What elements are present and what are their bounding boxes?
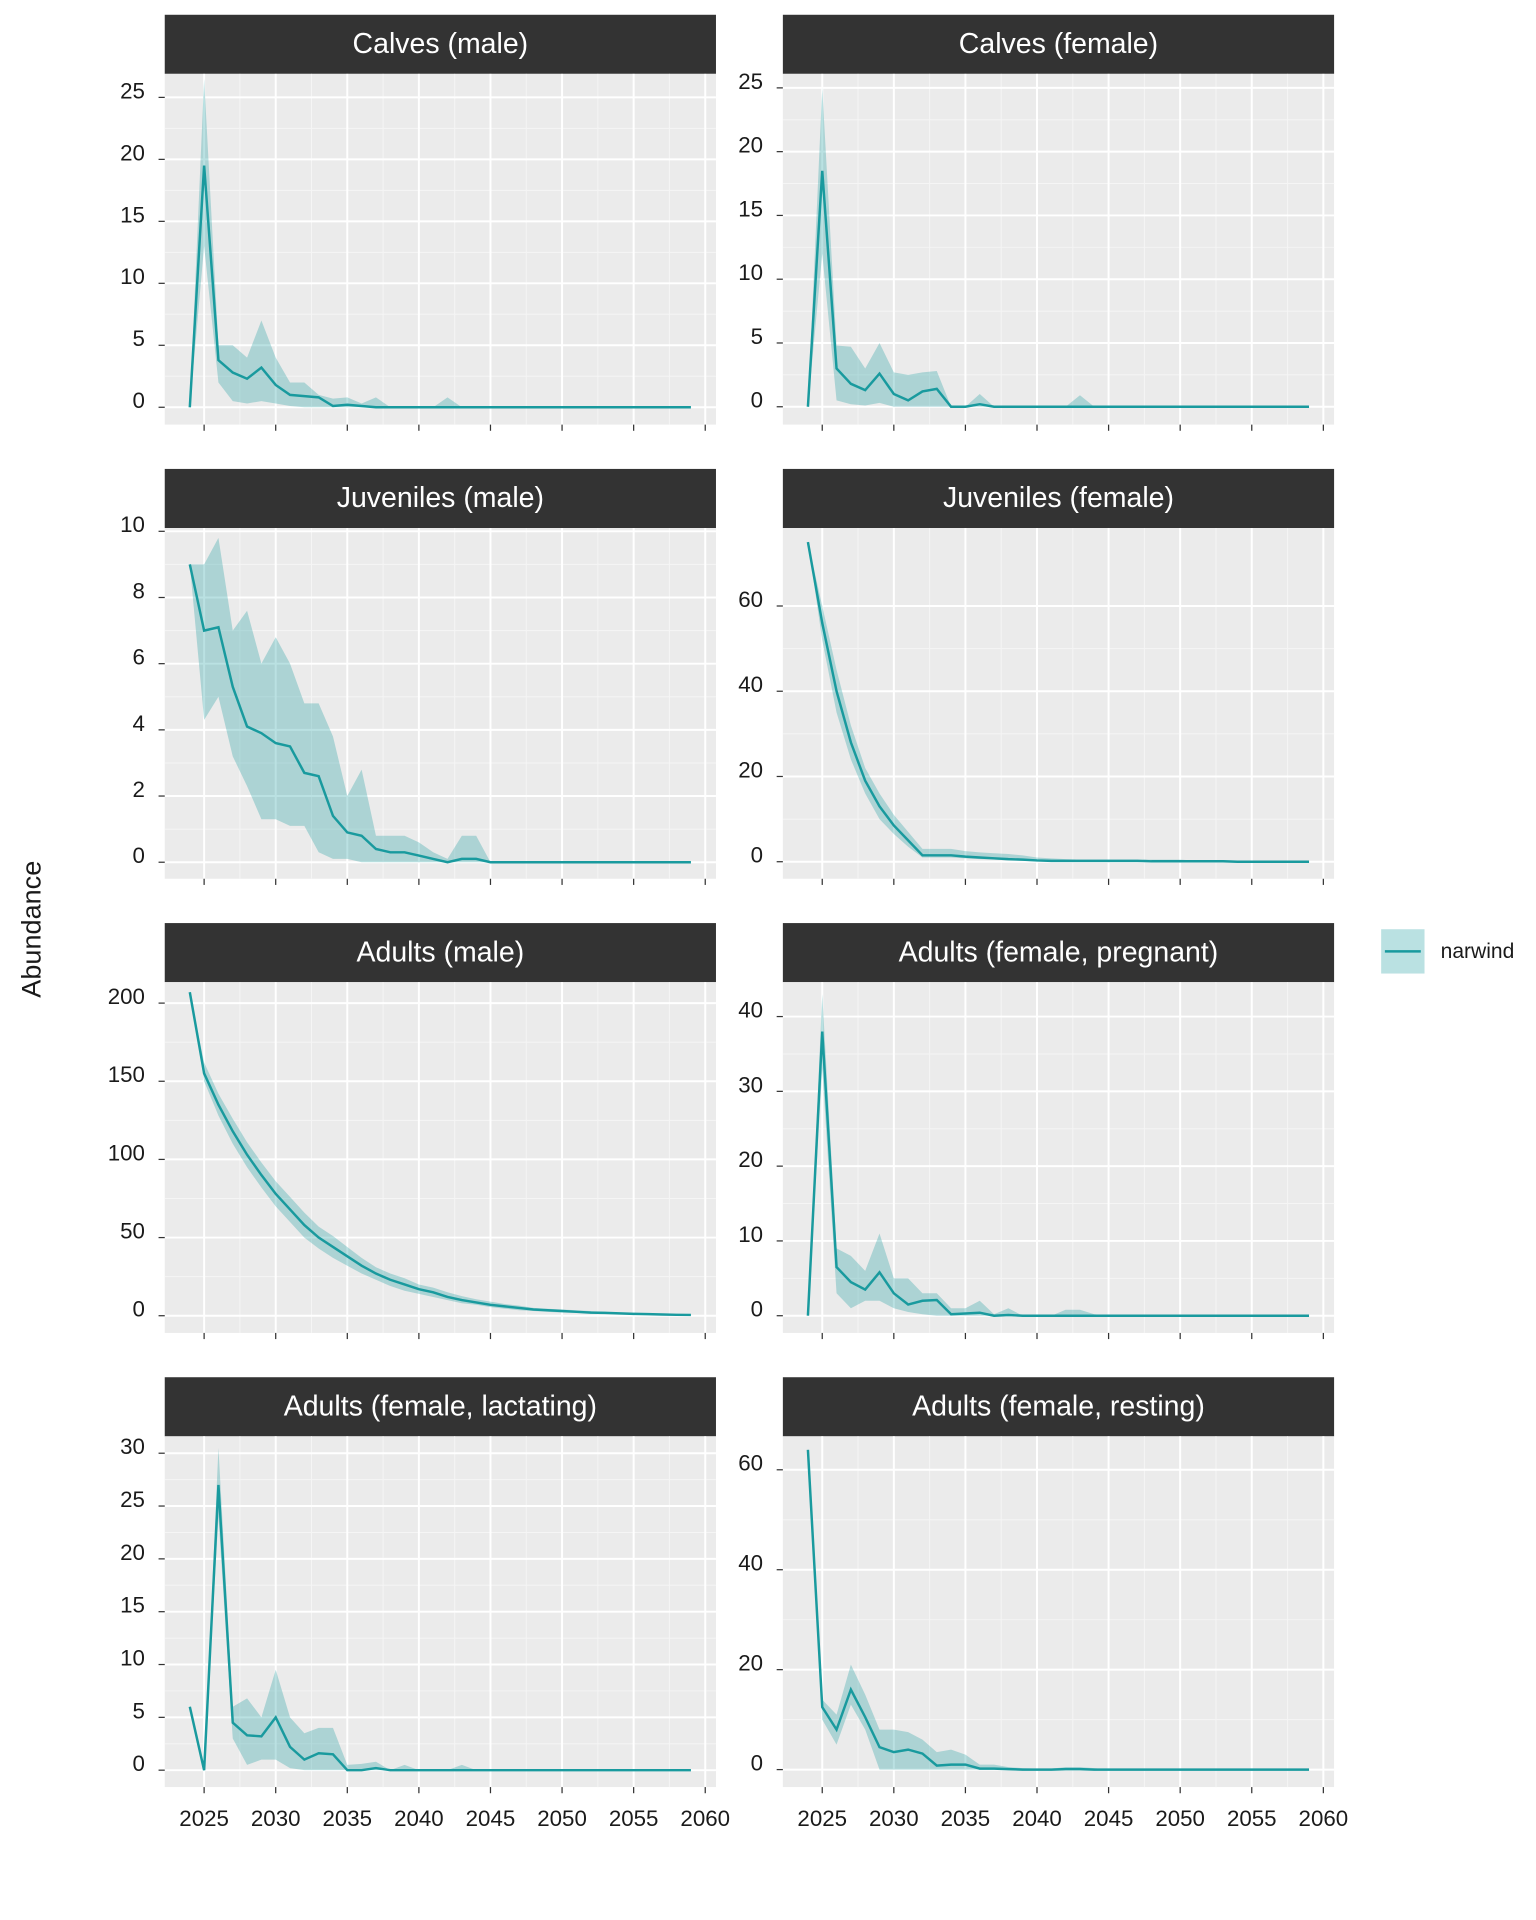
panel-background	[782, 1436, 1335, 1788]
panel-title: Adults (male)	[357, 936, 525, 968]
y-tick-label: 40	[738, 998, 763, 1023]
x-tick-label: 2040	[394, 1806, 444, 1831]
x-tick-label: 2030	[869, 1806, 919, 1831]
x-tick-label: 2045	[466, 1806, 516, 1831]
y-tick-label: 20	[738, 1651, 763, 1676]
ribbon	[807, 87, 1310, 407]
x-tick-label: 2060	[1299, 1806, 1349, 1831]
y-tick-label: 40	[738, 1551, 763, 1576]
x-tick-label: 2050	[1155, 1806, 1205, 1831]
panel-background	[782, 73, 1335, 425]
series-line	[806, 541, 1310, 863]
strip	[164, 468, 716, 529]
x-tick-label: 2035	[322, 1806, 372, 1831]
x-tick-label: 2040	[1012, 1806, 1062, 1831]
strip	[164, 923, 716, 983]
y-tick-label: 25	[120, 78, 145, 103]
y-tick-label: 60	[738, 587, 763, 612]
series-line	[188, 564, 691, 864]
y-tick-label: 10	[738, 1222, 763, 1247]
panel-background	[164, 528, 716, 879]
series-line	[188, 991, 691, 1317]
panel-title: Calves (male)	[353, 28, 529, 60]
strip	[164, 14, 716, 74]
y-tick-label: 8	[133, 578, 145, 603]
panel-title: Adults (female, lactating)	[284, 1391, 597, 1423]
strip	[782, 14, 1335, 74]
x-tick-label: 2030	[251, 1806, 301, 1831]
y-tick-label: 20	[738, 133, 763, 158]
y-tick-label: 15	[120, 1593, 145, 1618]
y-tick-label: 0	[133, 1297, 145, 1322]
y-tick-label: 6	[133, 645, 145, 670]
y-tick-label: 30	[120, 1434, 145, 1459]
y-tick-label: 0	[133, 388, 145, 413]
plot-root: Abundance Calves (male)0510152025Calves …	[16, 14, 1515, 1831]
panel-title: Juveniles (male)	[337, 482, 544, 514]
x-tick-label: 2055	[1227, 1806, 1277, 1831]
y-tick-label: 0	[133, 1751, 145, 1776]
x-tick-label: 2025	[797, 1806, 847, 1831]
series-line	[188, 165, 691, 409]
strip	[164, 1377, 716, 1437]
legend-label: narwind	[1441, 940, 1515, 963]
panel-background	[164, 982, 716, 1333]
x-tick-label: 2050	[537, 1806, 587, 1831]
y-tick-label: 10	[120, 512, 145, 537]
y-tick-label: 10	[738, 260, 763, 285]
y-tick-label: 5	[133, 326, 145, 351]
panel-title: Calves (female)	[959, 28, 1158, 60]
panel-title: Adults (female, resting)	[912, 1391, 1205, 1423]
y-tick-label: 25	[738, 69, 763, 94]
panel-background	[782, 982, 1335, 1333]
y-tick-label: 20	[120, 140, 145, 165]
x-tick-label: 2060	[680, 1806, 730, 1831]
y-tick-label: 0	[751, 843, 763, 868]
x-tick-label: 2055	[609, 1806, 659, 1831]
y-tick-label: 10	[120, 1646, 145, 1671]
y-tick-label: 20	[120, 1540, 145, 1565]
y-tick-label: 5	[133, 1698, 145, 1723]
strip	[782, 1377, 1335, 1437]
y-tick-label: 100	[108, 1140, 145, 1165]
y-axis-label: Abundance	[16, 861, 47, 998]
series-line	[806, 170, 1310, 408]
y-tick-label: 0	[751, 388, 763, 413]
panel-background	[164, 73, 716, 425]
y-tick-label: 25	[120, 1487, 145, 1512]
y-tick-label: 15	[120, 202, 145, 227]
x-tick-label: 2025	[179, 1806, 229, 1831]
y-tick-label: 0	[133, 843, 145, 868]
series-line	[188, 1484, 691, 1772]
x-tick-label: 2045	[1084, 1806, 1134, 1831]
panel-title: Adults (female, pregnant)	[899, 936, 1219, 968]
y-tick-label: 50	[120, 1219, 145, 1244]
series-line	[806, 1031, 1310, 1317]
y-tick-label: 4	[133, 711, 145, 736]
y-tick-label: 2	[133, 777, 145, 802]
y-tick-label: 0	[751, 1297, 763, 1322]
y-tick-label: 20	[738, 757, 763, 782]
y-tick-label: 30	[738, 1072, 763, 1097]
panel-background	[782, 528, 1335, 879]
ribbon	[189, 1447, 691, 1771]
strip	[782, 923, 1335, 983]
y-tick-label: 150	[108, 1062, 145, 1087]
y-tick-label: 20	[738, 1147, 763, 1172]
strip	[782, 468, 1335, 529]
ribbon	[807, 994, 1310, 1316]
x-tick-label: 2035	[941, 1806, 991, 1831]
series-line	[806, 1449, 1310, 1771]
y-tick-label: 200	[108, 984, 145, 1009]
panel-title: Juveniles (female)	[943, 482, 1174, 514]
y-tick-label: 15	[738, 196, 763, 221]
y-tick-label: 5	[751, 324, 763, 349]
y-tick-label: 40	[738, 672, 763, 697]
ribbon	[189, 537, 691, 863]
y-tick-label: 10	[120, 264, 145, 289]
y-tick-label: 60	[738, 1451, 763, 1476]
y-tick-label: 0	[751, 1751, 763, 1776]
